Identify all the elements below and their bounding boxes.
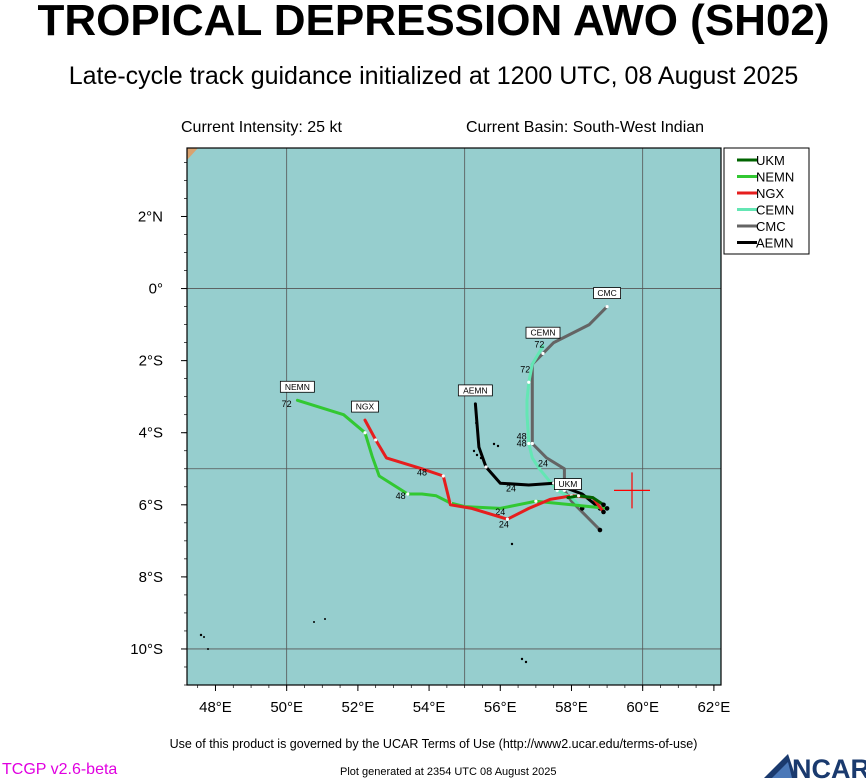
track-point xyxy=(527,441,531,446)
lat-tick-label: 4°S xyxy=(139,425,163,442)
island xyxy=(199,633,203,637)
island xyxy=(324,618,326,620)
track-point xyxy=(406,492,410,496)
lon-tick-label: 52°E xyxy=(342,699,375,716)
lon-tick-label: 62°E xyxy=(698,699,731,716)
lat-tick-label: 8°S xyxy=(139,569,163,586)
track-end-label: UKM xyxy=(558,479,577,489)
track-point xyxy=(541,351,545,356)
grid-lines xyxy=(187,148,721,685)
lat-tick-label: 6°S xyxy=(139,497,163,514)
lon-tick-label: 58°E xyxy=(555,699,588,716)
legend-label-cmc: CMC xyxy=(756,219,786,234)
island xyxy=(475,453,479,457)
lon-tick-label: 48°E xyxy=(199,699,232,716)
current-position-marker xyxy=(614,472,650,509)
island xyxy=(524,660,528,664)
lon-tick-label: 50°E xyxy=(270,699,303,716)
track-end-label-box xyxy=(279,380,315,393)
ocean-background xyxy=(187,148,721,685)
island xyxy=(496,444,500,448)
track-end-label-box xyxy=(593,287,621,299)
land-corner xyxy=(187,148,198,160)
lat-tick-label: 0° xyxy=(149,281,163,298)
axes: 48°E 50°E 52°E 54°E 56°E 58°E 60°E 62°E 2°N 0° 2°S… xyxy=(130,162,731,716)
track-end-label-box xyxy=(525,326,561,339)
page-subtitle: Late-cycle track guidance initialized at… xyxy=(68,62,799,90)
generated-timestamp: Plot generated at 2354 UTC 08 August 202… xyxy=(340,766,557,778)
track-cmc xyxy=(530,305,609,532)
legend-label-cemn: CEMN xyxy=(756,203,794,218)
track-end-label-box xyxy=(554,478,582,490)
tau-label: 48 xyxy=(396,491,406,501)
current-basin: Current Basin: South-West Indian xyxy=(466,119,705,136)
track-start-dot xyxy=(597,527,603,533)
track-end-label-box xyxy=(351,400,379,413)
track-aemn xyxy=(473,402,602,510)
track-point xyxy=(374,438,378,442)
track-end-label: CEMN xyxy=(530,328,555,338)
island xyxy=(313,621,315,623)
version-label: TCGP v2.6-beta xyxy=(2,761,118,778)
track-start-dot xyxy=(601,509,606,515)
track-start-dot xyxy=(604,506,610,511)
island xyxy=(207,648,209,650)
track-point xyxy=(605,304,609,309)
tau-label: 48 xyxy=(517,431,527,441)
track-point xyxy=(505,517,509,521)
legend-label-ukm: UKM xyxy=(756,153,785,168)
track-start-dot xyxy=(601,502,606,508)
legend-label-aemn: AEMN xyxy=(756,236,794,251)
ncar-logo-text: NCAR xyxy=(792,754,866,780)
legend-box xyxy=(723,147,810,255)
terms-of-use: Use of this product is governed by the U… xyxy=(169,737,698,751)
tau-label: 24 xyxy=(499,520,509,530)
tau-label: 72 xyxy=(534,339,544,349)
track-point xyxy=(527,380,531,384)
lon-tick-label: 60°E xyxy=(626,699,659,716)
lat-tick-label: 2°S xyxy=(139,353,163,370)
tau-label: 24 xyxy=(538,458,548,468)
tau-label: 48 xyxy=(517,439,527,449)
track-point xyxy=(484,465,488,469)
lon-tick-label: 56°E xyxy=(484,699,517,716)
island xyxy=(510,542,514,546)
land-features xyxy=(187,148,528,664)
track-nemn xyxy=(295,398,609,510)
island xyxy=(492,442,496,446)
track-ukm xyxy=(566,494,605,507)
page-title: TROPICAL DEPRESSION AWO (SH02) xyxy=(37,0,830,45)
track-point xyxy=(530,441,534,446)
track-end-label: AEMN xyxy=(463,385,488,395)
lat-tick-label: 2°N xyxy=(138,208,163,225)
legend-label-nemn: NEMN xyxy=(756,170,794,185)
track-point xyxy=(363,431,367,435)
ncar-logo-mark xyxy=(772,762,792,778)
island xyxy=(203,636,205,638)
tau-label: 72 xyxy=(520,365,530,375)
tau-label: 24 xyxy=(495,507,505,517)
island xyxy=(472,449,476,453)
lon-tick-label: 54°E xyxy=(413,699,446,716)
track-end-label: CMC xyxy=(597,288,616,298)
ncar-logo: NCAR xyxy=(764,754,866,780)
tau-label: 48 xyxy=(417,467,427,477)
track-end-label-box xyxy=(457,384,493,397)
current-intensity: Current Intensity: 25 kt xyxy=(181,119,342,136)
track-end-label: NEMN xyxy=(285,382,310,392)
track-point xyxy=(441,474,445,478)
lat-tick-label: 10°S xyxy=(130,641,163,658)
track-point xyxy=(534,499,538,503)
map-frame xyxy=(186,147,722,686)
legend-label-ngx: NGX xyxy=(756,186,785,201)
track-end-label: NGX xyxy=(356,402,375,412)
tau-label: 72 xyxy=(282,399,292,409)
track-point xyxy=(577,494,581,498)
island xyxy=(520,657,524,661)
tau-label: 24 xyxy=(506,484,516,494)
